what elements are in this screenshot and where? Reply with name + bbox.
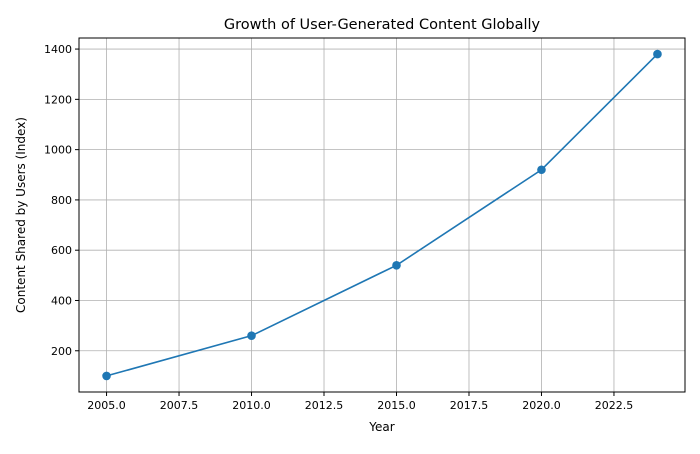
y-axis-label: Content Shared by Users (Index) xyxy=(14,117,28,313)
y-tick-label: 800 xyxy=(51,194,72,207)
x-tick-label: 2010.0 xyxy=(232,399,271,412)
ticks: 2005.0 2007.5 2010.0 2012.5 2015.0 2017.5 2020… xyxy=(44,43,633,412)
x-tick-label: 2012.5 xyxy=(305,399,344,412)
y-tick-label: 400 xyxy=(51,294,72,307)
data-point xyxy=(392,260,401,270)
x-tick-label: 2022.5 xyxy=(595,399,634,412)
x-axis-label: Year xyxy=(368,420,394,434)
data-point xyxy=(653,49,662,59)
data-point xyxy=(247,331,256,340)
x-tick-label: 2007.5 xyxy=(160,399,199,412)
x-tick-label: 2005.0 xyxy=(87,399,126,412)
data-point xyxy=(537,165,546,175)
chart-title: Growth of User-Generated Content Globall… xyxy=(224,17,541,33)
x-tick-label: 2020.0 xyxy=(522,399,561,412)
y-tick-label: 200 xyxy=(51,345,72,358)
y-tick-label: 1000 xyxy=(44,144,72,157)
x-tick-label: 2015.0 xyxy=(377,399,416,412)
y-tick-label: 1400 xyxy=(44,43,72,56)
x-tick-label: 2017.5 xyxy=(450,399,489,412)
series xyxy=(102,49,662,381)
series-line xyxy=(106,53,659,377)
grid xyxy=(79,38,685,392)
y-tick-label: 1200 xyxy=(44,93,72,106)
y-tick-label: 600 xyxy=(51,244,72,257)
plot-frame xyxy=(78,37,686,393)
data-point xyxy=(102,371,111,381)
